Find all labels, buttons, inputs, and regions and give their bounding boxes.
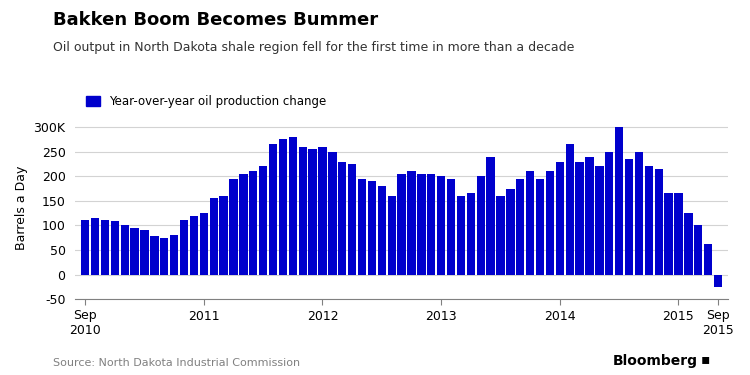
Legend: Year-over-year oil production change: Year-over-year oil production change [81,90,332,113]
Bar [279,140,287,274]
Bar [298,147,307,274]
Text: ▪: ▪ [701,352,711,366]
Bar [417,174,425,274]
Bar [358,179,366,274]
Bar [268,144,278,274]
Bar [674,194,682,274]
Bar [556,162,564,274]
Bar [200,213,208,274]
Bar [377,186,386,274]
Bar [150,236,158,274]
Bar [407,171,416,274]
Bar [209,198,218,274]
Bar [249,171,257,274]
Bar [546,171,554,274]
Bar [457,196,465,274]
Bar [100,220,109,274]
Bar [230,179,238,274]
Bar [289,137,297,274]
Bar [625,159,633,274]
Bar [566,144,574,274]
Bar [437,176,446,274]
Bar [328,152,337,274]
Bar [447,179,455,274]
Bar [605,152,613,274]
Bar [634,152,644,274]
Bar [536,179,544,274]
Bar [585,157,594,274]
Bar [516,179,524,274]
Bar [476,176,485,274]
Bar [398,174,406,274]
Bar [596,166,604,274]
Bar [170,235,178,274]
Bar [121,225,129,274]
Bar [338,162,346,274]
Bar [526,171,534,274]
Bar [81,220,89,274]
Bar [180,220,188,274]
Bar [368,181,376,274]
Bar [427,174,436,274]
Text: Oil output in North Dakota shale region fell for the first time in more than a d: Oil output in North Dakota shale region … [53,41,574,54]
Bar [575,162,584,274]
Bar [615,127,623,274]
Text: Source: North Dakota Industrial Commission: Source: North Dakota Industrial Commissi… [53,357,299,368]
Bar [259,166,267,274]
Bar [466,194,475,274]
Bar [684,213,692,274]
Bar [91,218,99,274]
Bar [644,166,653,274]
Bar [655,169,663,274]
Bar [190,216,198,274]
Text: Bloomberg: Bloomberg [613,354,698,368]
Bar [239,174,248,274]
Bar [220,196,228,274]
Bar [694,225,703,274]
Bar [388,196,396,274]
Bar [506,189,515,274]
Bar [664,194,673,274]
Bar [130,228,139,274]
Bar [111,222,119,274]
Bar [308,149,316,274]
Bar [140,230,148,274]
Y-axis label: Barrels a Day: Barrels a Day [15,166,28,250]
Bar [496,196,505,274]
Bar [160,238,169,274]
Text: Bakken Boom Becomes Bummer: Bakken Boom Becomes Bummer [53,11,377,29]
Bar [487,157,495,274]
Bar [704,244,712,274]
Bar [714,274,722,287]
Bar [348,164,356,274]
Bar [318,147,327,274]
